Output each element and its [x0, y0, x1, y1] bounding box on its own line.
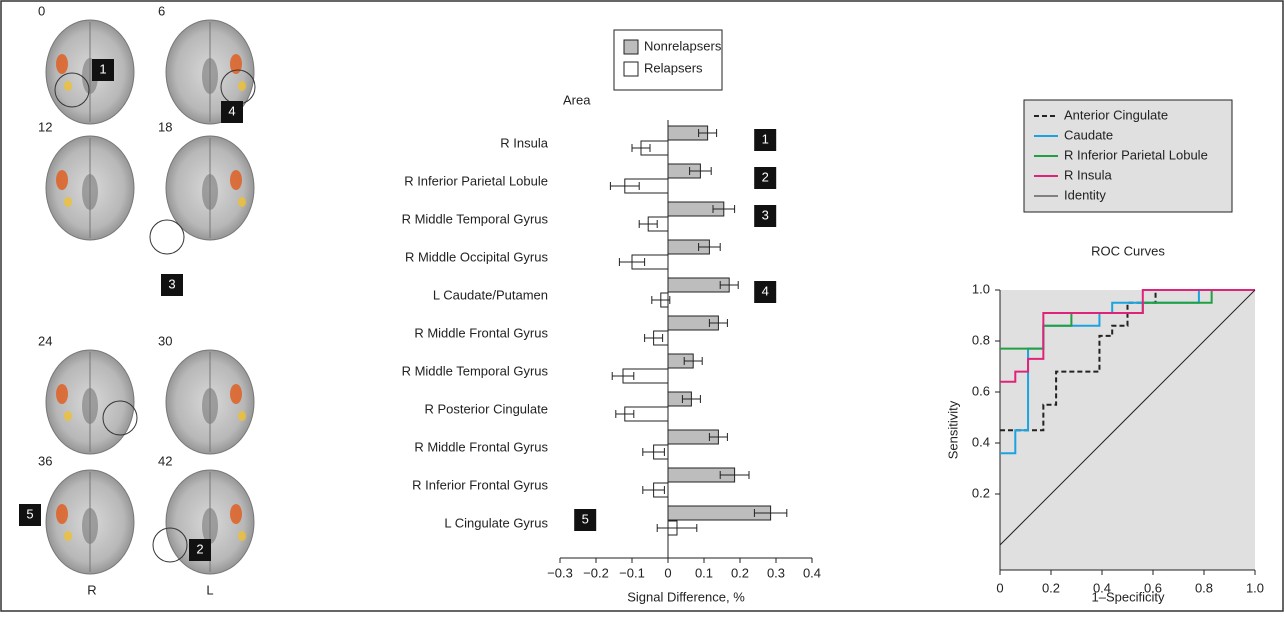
activation [238, 197, 246, 207]
activation [56, 170, 68, 190]
legend-label: R Insula [1064, 167, 1112, 182]
x-axis-label: Signal Difference, % [627, 589, 745, 604]
category-label: L Caudate/Putamen [433, 287, 548, 302]
legend-label: Identity [1064, 187, 1106, 202]
activation [230, 504, 242, 524]
chart-title: ROC Curves [1091, 243, 1165, 258]
activation [238, 81, 246, 91]
x-tick-label: 0.4 [803, 565, 821, 580]
category-label: L Cingulate Gyrus [444, 515, 548, 530]
x-tick-label: −0.1 [619, 565, 645, 580]
activation [230, 384, 242, 404]
x-tick-label: 1.0 [1246, 580, 1264, 595]
activation [64, 81, 72, 91]
y-axis-label: Sensitivity [945, 400, 960, 459]
roi-circle [150, 220, 184, 254]
x-tick-label: 0.8 [1195, 580, 1213, 595]
category-label: R Middle Frontal Gyrus [414, 325, 548, 340]
side-label: R [87, 582, 96, 597]
legend-label: Nonrelapsers [644, 38, 722, 53]
legend-swatch [624, 40, 638, 54]
activation [238, 531, 246, 541]
activation [230, 170, 242, 190]
slice-label: 0 [38, 3, 45, 18]
x-tick-label: −0.2 [583, 565, 609, 580]
y-tick-label: 0.8 [972, 332, 990, 347]
activation [56, 384, 68, 404]
slice-label: 30 [158, 333, 172, 348]
legend-label: Caudate [1064, 127, 1113, 142]
slice-label: 24 [38, 333, 52, 348]
y-tick-label: 0.4 [972, 434, 990, 449]
badge-label: 1 [99, 61, 106, 76]
badge-label: 1 [762, 131, 769, 146]
category-label: R Middle Temporal Gyrus [402, 211, 549, 226]
badge-label: 4 [762, 283, 769, 298]
badge-label: 3 [762, 207, 769, 222]
x-tick-label: 0.1 [695, 565, 713, 580]
legend-swatch [624, 62, 638, 76]
y-tick-label: 0.6 [972, 383, 990, 398]
activation [56, 54, 68, 74]
slice-label: 36 [38, 453, 52, 468]
side-label: L [206, 582, 213, 597]
activation [56, 504, 68, 524]
category-label: R Middle Temporal Gyrus [402, 363, 549, 378]
activation [238, 411, 246, 421]
category-label: R Middle Occipital Gyrus [405, 249, 549, 264]
slice-label: 6 [158, 3, 165, 18]
y-tick-label: 0.2 [972, 485, 990, 500]
slice-label: 18 [158, 119, 172, 134]
category-label: R Inferior Frontal Gyrus [412, 477, 548, 492]
category-label: R Inferior Parietal Lobule [404, 173, 548, 188]
slice-label: 42 [158, 453, 172, 468]
category-label: R Posterior Cingulate [424, 401, 548, 416]
category-label: R Insula [500, 135, 548, 150]
badge-label: 5 [26, 506, 33, 521]
legend-label: R Inferior Parietal Lobule [1064, 147, 1208, 162]
activation [64, 197, 72, 207]
activation [64, 531, 72, 541]
legend-label: Anterior Cingulate [1064, 107, 1168, 122]
badge-label: 3 [168, 276, 175, 291]
axis-header: Area [563, 92, 591, 107]
x-tick-label: 0.2 [731, 565, 749, 580]
x-tick-label: 0 [996, 580, 1003, 595]
x-tick-label: 0.2 [1042, 580, 1060, 595]
badge-label: 2 [196, 541, 203, 556]
activation [64, 411, 72, 421]
badge-label: 2 [762, 169, 769, 184]
x-tick-label: 0.3 [767, 565, 785, 580]
slice-label: 12 [38, 119, 52, 134]
x-axis-label: 1–Specificity [1092, 589, 1165, 604]
badge-label: 4 [228, 103, 235, 118]
legend-label: Relapsers [644, 60, 703, 75]
category-label: R Middle Frontal Gyrus [414, 439, 548, 454]
x-tick-label: −0.3 [547, 565, 573, 580]
plot-area [1000, 290, 1255, 570]
x-tick-label: 0 [664, 565, 671, 580]
figure: 0612182430364214352RL−0.3−0.2−0.100.10.2… [0, 0, 1284, 612]
y-tick-label: 1.0 [972, 281, 990, 296]
badge-label: 5 [582, 511, 589, 526]
